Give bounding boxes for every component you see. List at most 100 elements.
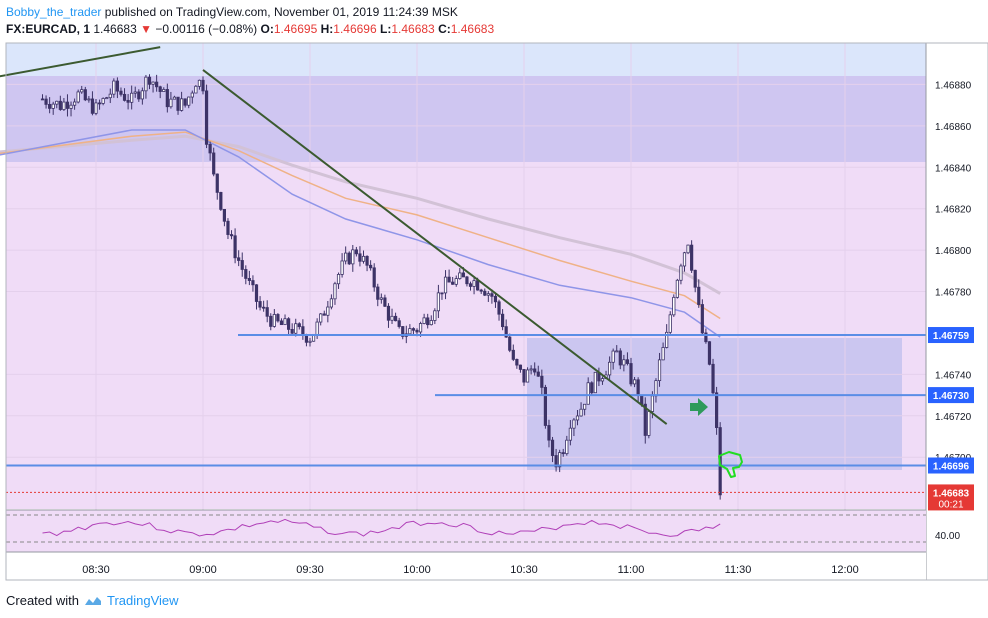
level-label-box bbox=[928, 387, 974, 404]
candle-body bbox=[636, 379, 640, 396]
candles bbox=[40, 74, 722, 500]
y-tick-label: 1.46780 bbox=[935, 288, 972, 299]
candle-body bbox=[247, 278, 251, 281]
candle-body bbox=[319, 313, 323, 323]
candle-body bbox=[500, 313, 505, 328]
candle-body bbox=[183, 98, 187, 106]
candle-body bbox=[632, 379, 637, 385]
candle-body bbox=[511, 349, 515, 360]
candle-body bbox=[590, 382, 594, 394]
candle-body bbox=[522, 369, 526, 383]
candle-body bbox=[40, 98, 45, 101]
candle-body bbox=[162, 89, 166, 92]
candle-body bbox=[515, 358, 519, 366]
y-tick-label: 1.46800 bbox=[935, 246, 972, 257]
candle-body bbox=[294, 323, 298, 334]
rsi-line bbox=[42, 518, 721, 537]
candle-body bbox=[297, 323, 301, 328]
candle-body bbox=[90, 98, 95, 114]
candle-body bbox=[675, 279, 679, 298]
rsi-pane bbox=[6, 510, 926, 552]
candle-body bbox=[158, 86, 162, 92]
candle-body bbox=[73, 101, 77, 106]
candle-body bbox=[140, 90, 144, 100]
candle-body bbox=[87, 98, 91, 101]
candle-body bbox=[697, 286, 701, 305]
candle-body bbox=[112, 80, 116, 95]
candle-body bbox=[169, 98, 173, 108]
candle-body bbox=[144, 76, 148, 92]
candle-body bbox=[44, 98, 48, 105]
y-tick-label: 1.46720 bbox=[935, 412, 972, 423]
candle-body bbox=[586, 382, 590, 405]
candle-body bbox=[647, 411, 651, 436]
candle-body bbox=[536, 371, 540, 377]
candle-body bbox=[76, 91, 80, 103]
candle-body bbox=[625, 359, 630, 364]
candle-body bbox=[344, 252, 348, 262]
candle-body bbox=[58, 100, 62, 110]
tradingview-link[interactable]: TradingView bbox=[106, 593, 179, 608]
trend-line bbox=[0, 46, 161, 78]
x-tick-label: 11:30 bbox=[725, 564, 752, 576]
last-price: 1.46683 bbox=[93, 22, 137, 36]
candle-body bbox=[575, 415, 580, 421]
candle-body bbox=[80, 89, 84, 93]
resistance-zone bbox=[6, 76, 926, 162]
current-price-box bbox=[928, 484, 974, 511]
open-value: 1.46695 bbox=[273, 22, 318, 36]
candle-body bbox=[122, 93, 127, 101]
candle-body bbox=[422, 317, 426, 324]
candle-body bbox=[390, 315, 394, 321]
candle-body bbox=[97, 102, 102, 105]
sma-blue-line bbox=[0, 129, 721, 338]
candle-body bbox=[272, 314, 276, 327]
candle-body bbox=[593, 371, 597, 394]
candle-body bbox=[504, 326, 508, 338]
y-tick-label: 1.46740 bbox=[935, 370, 972, 381]
change-value: −0.00116 (−0.08%) bbox=[155, 22, 258, 36]
symbol-info: FX:EURCAD, 1 1.46683 ▼ −0.00116 (−0.08%)… bbox=[6, 22, 495, 36]
y-tick-label: 1.46820 bbox=[935, 205, 972, 216]
candle-body bbox=[550, 439, 555, 456]
candle-body bbox=[301, 326, 305, 336]
candle-body bbox=[69, 104, 73, 109]
candle-body bbox=[715, 392, 719, 428]
candle-body bbox=[254, 284, 259, 302]
low-value: 1.46683 bbox=[391, 22, 435, 36]
candle-body bbox=[707, 341, 712, 365]
candle-body bbox=[493, 295, 498, 303]
candle-body bbox=[543, 386, 548, 426]
right-arrow-icon bbox=[690, 398, 708, 416]
candle-body bbox=[525, 369, 530, 383]
candle-body bbox=[465, 276, 469, 285]
candle-body bbox=[490, 293, 494, 297]
y-tick-label: 1.46840 bbox=[935, 163, 972, 174]
candle-body bbox=[322, 313, 326, 316]
candle-body bbox=[130, 92, 134, 103]
candle-body bbox=[436, 292, 441, 312]
candle-body bbox=[108, 93, 112, 99]
candle-body bbox=[476, 280, 480, 291]
candle-body bbox=[643, 403, 647, 436]
candle-body bbox=[479, 289, 483, 292]
candle-body bbox=[115, 80, 119, 92]
candle-body bbox=[386, 305, 391, 321]
candle-body bbox=[155, 81, 159, 88]
price-axis bbox=[926, 43, 988, 509]
candle-body bbox=[583, 403, 587, 410]
candle-body bbox=[668, 314, 672, 333]
candle-body bbox=[329, 298, 334, 308]
candle-body bbox=[105, 97, 109, 100]
candle-body bbox=[233, 235, 237, 259]
candle-body bbox=[408, 328, 412, 335]
sma-grey-line bbox=[0, 134, 721, 295]
author-link[interactable]: Bobby_the_trader bbox=[6, 5, 102, 19]
x-tick-labels: 08:30 09:00 09:30 10:00 10:30 11:00 11:30 12:00 bbox=[82, 564, 859, 576]
candle-body bbox=[194, 85, 198, 94]
x-tick-label: 08:30 bbox=[82, 564, 110, 576]
thumbs-down-icon bbox=[718, 451, 743, 478]
candle-body bbox=[283, 318, 287, 326]
level-label-box bbox=[928, 327, 974, 344]
candle-body bbox=[340, 260, 344, 275]
